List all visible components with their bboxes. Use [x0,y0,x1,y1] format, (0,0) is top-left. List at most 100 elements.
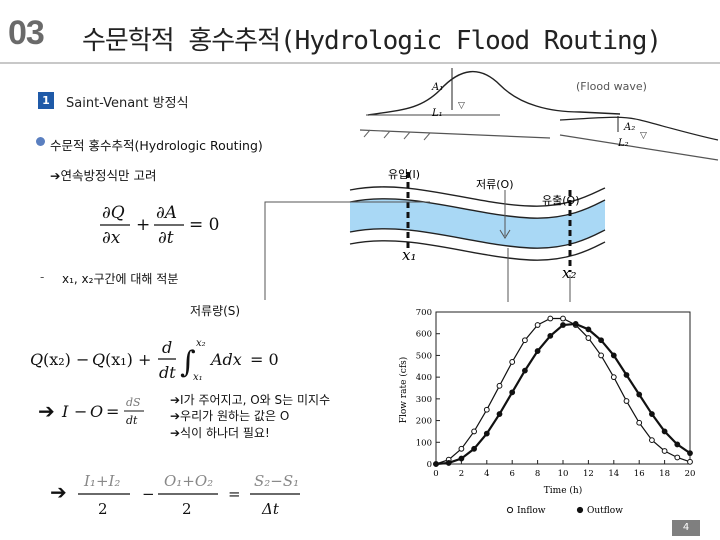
svg-text:−: − [142,485,155,503]
inflow-data-point [687,458,693,465]
channel-water [350,198,605,249]
svg-text:dt: dt [159,363,176,382]
inflow-data-point [496,382,503,389]
outflow-data-point [674,441,681,448]
inflow-data-point [623,398,630,404]
x-tick-label: 10 [558,469,569,479]
y-tick-label: 700 [416,308,432,318]
legend-outflow-marker [576,506,584,514]
inflow-data-point [649,437,655,444]
svg-text:=: = [106,402,119,421]
outflow-data-point [649,411,655,417]
arrow-icon: ➔ [38,399,55,423]
svg-text:O: O [90,402,103,421]
inflow-data-point [610,374,617,381]
inflow-data-point [483,406,490,413]
svg-text:Adx: Adx [209,350,242,369]
continuity-equation: ∂Q ∂x + ∂A ∂t = 0 [100,203,219,248]
x-tick-label: 6 [509,469,514,479]
svg-text:O₁+O₂: O₁+O₂ [164,472,213,490]
outflow-data-point [585,326,592,333]
outflow-data-point [509,389,516,396]
svg-text:(x₂) −: (x₂) − [43,350,89,369]
l2-label: L₂ [617,138,629,149]
outflow-data-point [598,337,605,344]
svg-text:−: − [74,402,87,421]
outflow-data-point [547,332,554,339]
y-tick-label: 600 [416,330,432,340]
legend-inflow-label: Inflow [517,506,546,516]
hydrograph-chart: Flow rate (cfs) Time (h) 0 2 4 6 8 10 12 14 16 18… [392,302,702,520]
y-tick-label: 500 [416,351,432,361]
outflow-data-point [661,428,668,435]
inflow-data-point [560,315,566,322]
storage-label: 저류량(S) [190,304,241,318]
svg-text:∂x: ∂x [102,228,121,248]
svg-text:+: + [136,215,150,235]
svg-text:Q: Q [92,350,105,369]
svg-text:= 0: = 0 [189,215,219,235]
header-divider [0,62,720,64]
x-tick-label: 8 [535,469,540,479]
svg-text:▽: ▽ [458,101,465,111]
x-axis-label: Time (h) [544,485,582,496]
svg-text:2: 2 [98,500,108,518]
section-badge: 1 [38,92,54,109]
y-tick-label: 300 [416,395,432,405]
outflow-data-point [458,455,465,462]
outflow-data-point [572,321,579,327]
inflow-data-point [509,359,516,365]
arrow-icon: ➔ [50,480,67,504]
svg-text:I₁+I₂: I₁+I₂ [83,472,120,490]
y-tick-label: 200 [416,417,432,427]
x-tick-label: 18 [659,469,670,479]
inflow-data-point [661,448,668,454]
flood-wave-diagram: A₁ L₁ ▽ (Flood wave) A₂ L₂ ▽ [360,68,719,161]
section-number: 03 [8,14,45,52]
y-tick-label: 100 [416,438,432,448]
y-axis-label: Flow rate (cfs) [398,357,409,424]
x-tick-label: 4 [484,469,489,479]
svg-text:dt: dt [126,414,138,427]
outflow-data-point [483,430,490,437]
outflow-data-point [522,367,528,374]
bullet-icon [36,137,45,146]
storage-o-label: 저류(O) [476,178,513,191]
routing-heading: 수문적 홍수추적(Hydrologic Routing) [50,138,263,153]
integral-equation: Q (x₂) − Q (x₁) + d dt ∫ x₂ x₁ Adx = 0 [30,338,279,383]
svg-text:=: = [228,485,241,503]
note-line1: ➔I가 주어지고, O와 S는 미지수 [170,393,331,407]
x-tick-label: 12 [583,469,594,479]
inflow-data-point [547,315,554,322]
svg-text:∂Q: ∂Q [102,203,125,223]
outflow-data-point [636,391,643,398]
inflow-label: 유입(I) [388,168,420,181]
outflow-data-point [433,461,439,467]
legend-inflow-marker [506,506,514,514]
x-tick-label: 16 [634,469,645,479]
channel-diagram: 유입(I) 저류(O) 유출(O) x₁ x₂ [264,168,606,310]
outflow-data-point [560,322,566,328]
discrete-equation: I₁+I₂ 2 − O₁+O₂ 2 = S₂−S₁ Δt [78,472,300,518]
outflow-data-point [687,450,693,457]
outflow-label: 유출(O) [542,194,579,207]
inflow-data-point [585,335,592,341]
svg-text:= 0: = 0 [250,350,279,369]
outflow-data-point [623,372,630,378]
svg-text:Q: Q [30,350,43,369]
x-tick-label: 0 [433,469,438,479]
svg-text:∂A: ∂A [156,203,177,223]
outflow-data-point [471,445,477,452]
svg-text:d: d [162,338,172,357]
x-tick-label: 14 [608,469,619,479]
x-tick-label: 2 [459,469,464,479]
a1-label: A₁ [431,82,443,93]
page-title: 수문학적 홍수추적(Hydrologic Flood Routing) [82,26,662,56]
continuity-only-note: ➔연속방정식만 고려 [50,168,157,183]
legend-outflow-label: Outflow [587,506,623,516]
flood-wave-label: (Flood wave) [576,80,647,93]
inflow-data-point [674,454,681,461]
storage-equation: I − O = dS dt [61,396,144,427]
page-number: 4 [672,520,700,536]
svg-text:x₂: x₂ [196,338,206,349]
